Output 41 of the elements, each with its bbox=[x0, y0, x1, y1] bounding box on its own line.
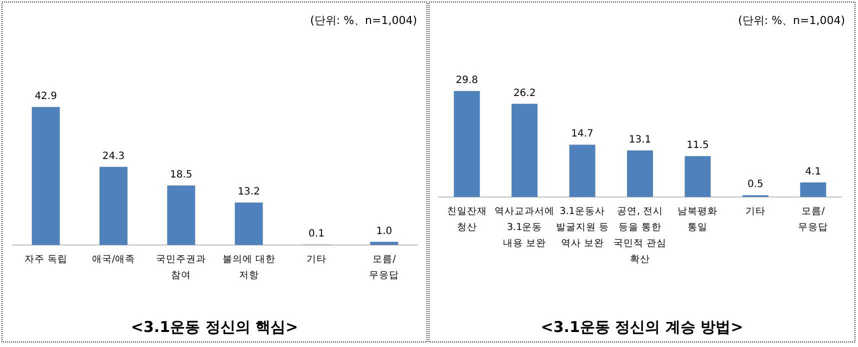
bar bbox=[454, 91, 480, 197]
x-tick-label: 친일잔재 청산 bbox=[446, 206, 487, 233]
x-tick-label: 남북평화 통일 bbox=[678, 206, 718, 233]
text: <3.1운동 정신의 핵심> bbox=[130, 318, 298, 336]
bar bbox=[100, 166, 128, 245]
data-label: 0.1 bbox=[308, 228, 324, 240]
data-label: 14.7 bbox=[571, 128, 594, 140]
chart-subtitle: (단위: %、n=1,004) bbox=[310, 14, 417, 27]
chart-subtitle: (단위: %、n=1,004) bbox=[738, 14, 845, 27]
x-tick-label: 불의에 대한 저항 bbox=[222, 254, 276, 281]
text: <3.1운동 정신의 계승 방법> bbox=[540, 318, 744, 336]
x-tick-label: 국민주권과 참여 bbox=[156, 254, 206, 281]
bar bbox=[569, 144, 596, 197]
data-label: 1.0 bbox=[376, 226, 392, 237]
bar bbox=[800, 182, 826, 197]
x-tick-label: 역사교과서에 3.1운동 내용 보완 bbox=[494, 206, 555, 249]
x-tick-label: 애국/애족 bbox=[92, 254, 136, 265]
bar bbox=[32, 107, 60, 245]
bar bbox=[627, 150, 653, 197]
bar bbox=[234, 202, 263, 245]
x-tick-label: 기타 bbox=[306, 254, 326, 265]
data-label: 4.1 bbox=[805, 166, 822, 178]
data-label: 0.5 bbox=[747, 179, 764, 190]
data-label: 26.2 bbox=[513, 88, 536, 99]
data-label: 11.5 bbox=[686, 140, 709, 152]
x-tick-label: 3.1운동사 발굴지원 등 역사 보완 bbox=[556, 206, 609, 249]
x-tick-label: 모름/ 무응답 bbox=[369, 254, 400, 281]
data-label: 13.2 bbox=[238, 186, 260, 198]
x-tick-label: 모름/ 무응답 bbox=[798, 206, 828, 233]
data-label: 42.9 bbox=[34, 91, 57, 102]
bar bbox=[370, 242, 398, 245]
x-tick-label: 기타 bbox=[745, 206, 766, 217]
data-label: 24.3 bbox=[102, 150, 125, 162]
x-tick-label: 자주 독립 bbox=[24, 254, 68, 265]
data-label: 13.1 bbox=[628, 134, 652, 146]
x-tick-label: 공연, 전시 등을 통한 국민적 관심 확산 bbox=[613, 206, 667, 265]
data-label: 18.5 bbox=[170, 169, 192, 180]
bar bbox=[167, 185, 196, 245]
data-label: 29.8 bbox=[456, 75, 478, 86]
bar bbox=[512, 104, 538, 197]
bar bbox=[684, 156, 711, 197]
